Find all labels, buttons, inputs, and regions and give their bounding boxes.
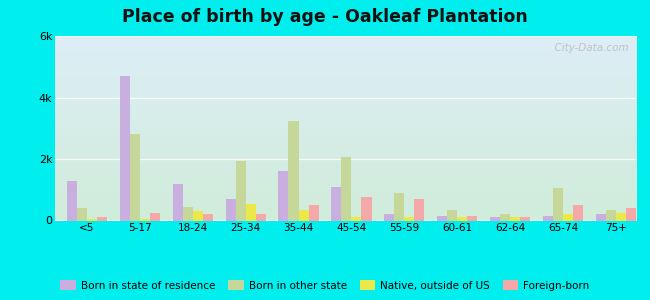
Bar bbox=[341, 158, 352, 220]
Bar bbox=[235, 160, 246, 220]
Bar bbox=[246, 204, 255, 220]
Bar bbox=[414, 199, 424, 220]
Bar bbox=[543, 216, 553, 220]
Bar bbox=[616, 213, 626, 220]
Bar bbox=[67, 181, 77, 220]
Bar bbox=[510, 218, 520, 220]
Text: Place of birth by age - Oakleaf Plantation: Place of birth by age - Oakleaf Plantati… bbox=[122, 8, 528, 26]
Bar bbox=[203, 214, 213, 220]
Bar bbox=[226, 199, 235, 220]
Bar bbox=[626, 208, 636, 220]
Bar bbox=[87, 219, 97, 220]
Bar bbox=[130, 134, 140, 220]
Bar bbox=[298, 210, 309, 220]
Bar bbox=[278, 171, 289, 220]
Bar bbox=[563, 214, 573, 220]
Bar bbox=[150, 213, 160, 220]
Bar bbox=[404, 218, 414, 220]
Bar bbox=[193, 211, 203, 220]
Bar bbox=[395, 193, 404, 220]
Bar bbox=[596, 214, 606, 220]
Bar bbox=[384, 214, 395, 220]
Bar bbox=[289, 121, 298, 220]
Bar bbox=[255, 214, 266, 220]
Bar bbox=[183, 207, 193, 220]
Bar bbox=[77, 208, 87, 220]
Bar bbox=[352, 218, 361, 220]
Bar bbox=[520, 218, 530, 220]
Text: City-Data.com: City-Data.com bbox=[548, 44, 629, 53]
Bar bbox=[361, 197, 372, 220]
Bar bbox=[309, 205, 318, 220]
Bar bbox=[97, 218, 107, 220]
Bar bbox=[573, 205, 583, 220]
Bar bbox=[606, 210, 616, 220]
Bar bbox=[490, 218, 500, 220]
Bar bbox=[173, 184, 183, 220]
Bar bbox=[553, 188, 563, 220]
Bar bbox=[120, 76, 130, 220]
Bar bbox=[140, 219, 150, 220]
Bar bbox=[457, 218, 467, 220]
Bar bbox=[437, 216, 447, 220]
Bar bbox=[332, 187, 341, 220]
Bar bbox=[500, 214, 510, 220]
Legend: Born in state of residence, Born in other state, Native, outside of US, Foreign-: Born in state of residence, Born in othe… bbox=[56, 276, 594, 295]
Bar bbox=[447, 210, 457, 220]
Bar bbox=[467, 216, 477, 220]
